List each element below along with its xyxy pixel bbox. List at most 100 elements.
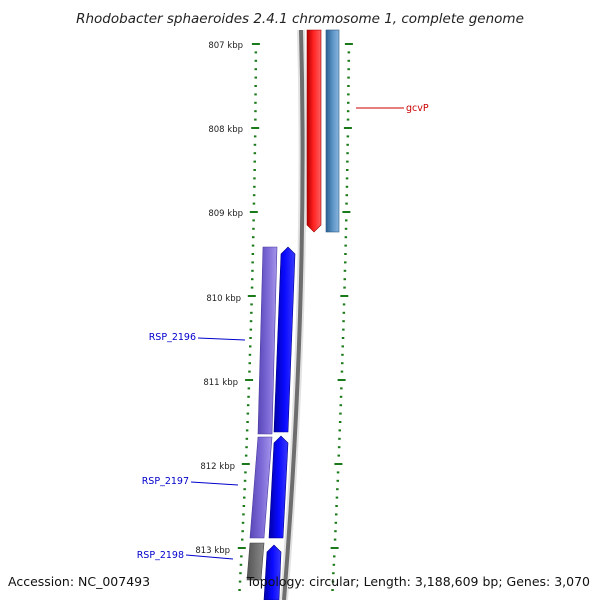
minor-tick-right	[335, 505, 338, 507]
minor-tick-left	[251, 269, 254, 272]
minor-tick-left	[249, 337, 252, 339]
major-tick-right	[342, 211, 351, 213]
minor-tick-left	[242, 513, 245, 516]
RSP_2196-label: RSP_2196	[149, 332, 196, 343]
major-tick-right	[334, 463, 343, 465]
minor-tick-left	[250, 311, 253, 314]
minor-tick-left	[239, 563, 243, 566]
feature-label-RSP_2196[interactable]: RSP_2196	[149, 332, 246, 343]
scale-labels: 807 kbp 808 kbp 809 kbp 810 kbp 811 kbp …	[195, 41, 243, 556]
minor-tick-left	[248, 362, 251, 365]
minor-tick-left	[254, 110, 257, 113]
RSP_2197-gene[interactable]	[249, 436, 273, 539]
minor-tick-right	[345, 219, 348, 222]
minor-tick-left	[253, 177, 256, 180]
RSP_2198-cds[interactable]	[263, 544, 282, 600]
minor-tick-right	[332, 563, 336, 566]
genome-info-text: Topology: circular; Length: 3,188,609 bp…	[246, 574, 590, 589]
minor-tick-left	[243, 488, 246, 491]
major-tick-right	[344, 43, 353, 45]
gcvP-gene[interactable]	[325, 29, 340, 233]
feature-label-RSP_2197[interactable]: RSP_2197	[142, 476, 239, 487]
minor-tick-right	[331, 580, 335, 583]
minor-tick-left	[252, 194, 256, 197]
minor-tick-left	[251, 244, 255, 247]
accession-text: Accession: NC_007493	[8, 574, 150, 589]
minor-tick-right	[336, 471, 340, 474]
minor-tick-left	[243, 479, 247, 482]
minor-tick-right	[347, 76, 350, 79]
minor-tick-left	[251, 278, 254, 281]
feature-label-gcvP[interactable]: gcvP	[356, 103, 429, 114]
major-tick-right	[340, 295, 349, 297]
minor-tick-right	[332, 572, 335, 575]
minor-tick-left	[246, 404, 250, 407]
major-tick-left	[249, 211, 258, 213]
major-tick-left	[251, 127, 260, 129]
minor-tick-left	[253, 135, 257, 138]
minor-tick-left	[254, 59, 258, 62]
minor-tick-right	[346, 143, 349, 146]
minor-tick-left	[241, 530, 244, 533]
minor-tick-right	[341, 353, 344, 356]
RSP_2196-gene[interactable]	[257, 246, 278, 435]
RSP_2198-label: RSP_2198	[137, 550, 184, 561]
minor-tick-left	[238, 580, 242, 583]
minor-tick-right	[341, 362, 344, 365]
tick-label-809: 809 kbp	[208, 209, 243, 219]
minor-tick-left	[245, 437, 249, 440]
RSP_2197-cds[interactable]	[268, 435, 289, 539]
minor-tick-left	[254, 93, 257, 96]
minor-tick-right	[347, 85, 350, 87]
minor-tick-right	[333, 538, 337, 541]
minor-tick-left	[248, 370, 251, 373]
minor-tick-right	[343, 286, 346, 289]
major-tick-right	[337, 379, 346, 381]
tick-label-812: 812 kbp	[200, 462, 235, 472]
minor-tick-left	[238, 589, 241, 591]
minor-tick-left	[254, 85, 257, 87]
gcvP-label: gcvP	[406, 103, 429, 114]
minor-tick-right	[340, 370, 344, 373]
minor-tick-right	[335, 496, 339, 499]
RSP_2198-gene[interactable]	[246, 542, 265, 581]
minor-tick-right	[340, 387, 343, 390]
minor-tick-right	[346, 110, 350, 113]
minor-tick-left	[253, 185, 256, 188]
minor-tick-left	[250, 303, 253, 306]
minor-tick-right	[341, 345, 344, 348]
feature-label-RSP_2198[interactable]: RSP_2198	[137, 550, 234, 561]
minor-tick-right	[339, 404, 342, 407]
major-tick-left	[237, 547, 246, 549]
minor-tick-left	[254, 101, 257, 104]
minor-tick-right	[344, 227, 348, 230]
tick-label-811: 811 kbp	[203, 378, 238, 388]
scale-ticks	[237, 43, 353, 591]
gcvP-cds[interactable]	[306, 29, 322, 233]
RSP_2196-cds[interactable]	[273, 246, 296, 433]
minor-tick-left	[253, 169, 256, 171]
minor-tick-left	[252, 219, 255, 222]
minor-tick-right	[331, 589, 334, 591]
minor-tick-left	[250, 286, 254, 289]
minor-tick-left	[249, 345, 252, 348]
major-tick-left	[247, 295, 256, 297]
map-title: Rhodobacter sphaeroides 2.4.1 chromosome…	[76, 11, 524, 27]
minor-tick-left	[245, 429, 249, 432]
major-tick-right	[343, 127, 352, 129]
minor-tick-left	[239, 572, 242, 575]
minor-tick-left	[243, 496, 246, 499]
minor-tick-left	[253, 160, 256, 163]
major-tick-left	[241, 463, 250, 465]
minor-tick-left	[254, 76, 257, 79]
minor-tick-right	[346, 152, 349, 155]
minor-tick-left	[251, 253, 255, 255]
minor-tick-right	[337, 446, 341, 449]
minor-tick-left	[247, 395, 250, 398]
minor-tick-right	[334, 521, 338, 524]
RSP_2197-label: RSP_2197	[142, 476, 189, 487]
minor-tick-right	[347, 101, 350, 104]
minor-tick-right	[347, 93, 350, 96]
minor-tick-left	[253, 143, 257, 146]
minor-tick-right	[336, 479, 339, 482]
